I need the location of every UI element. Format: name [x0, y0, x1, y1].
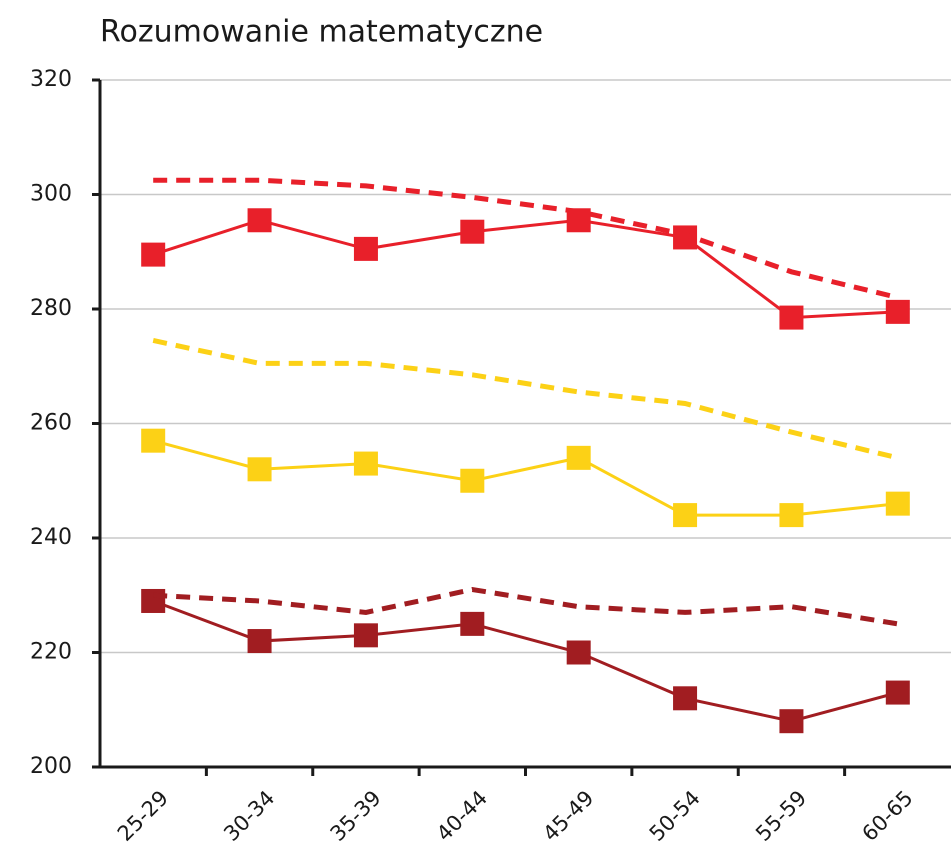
marker	[141, 242, 166, 267]
marker	[566, 445, 591, 470]
x-tick-label: 60-65	[857, 786, 917, 846]
dashed-line	[153, 586, 899, 627]
marker	[141, 588, 166, 613]
x-tick-label: 55-59	[751, 786, 811, 846]
marker	[885, 491, 910, 516]
marker	[779, 503, 804, 528]
y-tick-label: 220	[30, 640, 72, 665]
marker	[673, 686, 698, 711]
y-tick-label: 240	[30, 525, 72, 550]
marker	[141, 428, 166, 453]
line	[152, 439, 898, 517]
marker	[885, 299, 910, 324]
marker	[673, 503, 698, 528]
x-tick-label: 50-54	[645, 786, 705, 846]
marker	[353, 623, 378, 648]
marker	[460, 611, 485, 636]
marker	[566, 640, 591, 665]
marker	[247, 208, 272, 233]
marker	[353, 451, 378, 476]
marker	[885, 680, 910, 705]
dashed-line	[153, 177, 899, 300]
x-tick-label: 25-29	[113, 786, 173, 846]
y-tick-label: 300	[30, 182, 72, 207]
marker	[247, 457, 272, 482]
marker	[673, 225, 698, 250]
marker	[353, 236, 378, 261]
y-tick-label: 320	[30, 67, 72, 92]
chart-title: Rozumowanie matematyczne	[100, 15, 543, 50]
line	[152, 599, 899, 723]
marker	[247, 629, 272, 654]
x-tick-label: 35-39	[326, 786, 386, 846]
line	[152, 218, 898, 320]
marker	[460, 219, 485, 244]
dashed-line	[152, 338, 899, 461]
y-tick-label: 200	[30, 754, 72, 779]
y-tick-label: 280	[30, 296, 72, 321]
marker	[779, 305, 804, 330]
y-tick-label: 260	[30, 411, 72, 436]
marker	[779, 709, 804, 734]
x-tick-label: 30-34	[219, 786, 279, 846]
marker	[460, 468, 485, 493]
x-tick-label: 45-49	[538, 786, 598, 846]
x-tick-label: 40-44	[432, 786, 492, 846]
